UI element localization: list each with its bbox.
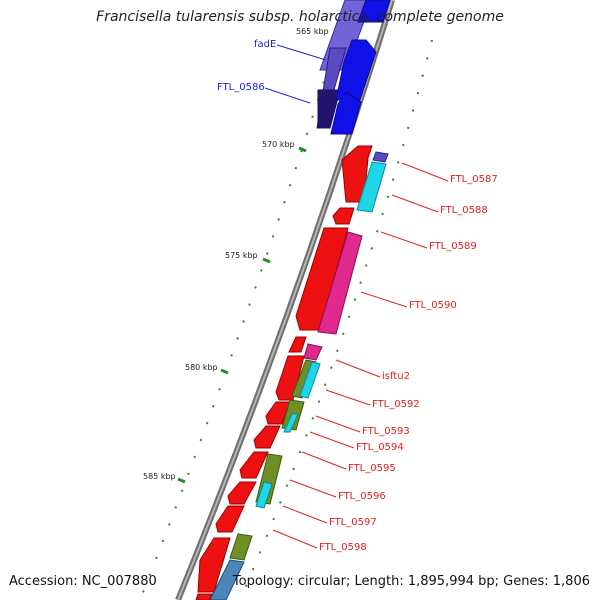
gene-label-isftu2[interactable]: isftu2 [382,371,410,382]
gene-label-ftl0588[interactable]: FTL_0588 [440,205,488,216]
gene-label-ftl0598[interactable]: FTL_0598 [319,542,367,553]
kbp-tick-570 [298,146,307,153]
gene-label-ftl0594[interactable]: FTL_0594 [356,442,404,453]
gene-red-0593[interactable] [265,401,291,425]
kbp-tick-585 [177,477,186,484]
gene-olive-0598[interactable] [229,533,253,561]
leader-lines-forward [264,44,327,104]
gene-magenta-isftu2[interactable] [303,343,323,361]
gene-red-0589[interactable] [332,207,355,225]
gene-steel-bottom[interactable] [209,559,245,600]
kbp-tick-575 [262,257,271,264]
gene-label-ftl0593[interactable]: FTL_0593 [362,426,410,437]
gene-label-ftl0586[interactable]: FTL_0586 [217,82,265,93]
gene-red-0596[interactable] [227,481,257,505]
kbp-label-585: 585 kbp [143,472,176,481]
kbp-label-565: 565 kbp [296,27,329,36]
gene-magenta-0590[interactable] [317,231,363,335]
gene-olive-0593[interactable] [281,399,305,433]
gene-label-ftl0595[interactable]: FTL_0595 [348,463,396,474]
gene-label-ftl0590[interactable]: FTL_0590 [409,300,457,311]
gene-red-isftu2[interactable] [275,355,305,401]
gene-label-fadE[interactable]: fadE [254,39,276,50]
topology-text: Topology: circular; Length: 1,895,994 bp… [232,574,590,589]
gene-label-ftl0589[interactable]: FTL_0589 [429,241,477,252]
gene-label-ftl0596[interactable]: FTL_0596 [338,491,386,502]
gene-red-0590[interactable] [295,227,349,331]
gene-cyan-0588[interactable] [356,161,387,213]
gene-label-ftl0587[interactable]: FTL_0587 [450,174,498,185]
kbp-label-575: 575 kbp [225,251,258,260]
map-title: Francisella tularensis subsp. holarctica… [96,9,504,25]
gene-purple-0587[interactable] [372,151,389,163]
gene-label-ftl0597[interactable]: FTL_0597 [329,517,377,528]
gene-red-0594[interactable] [253,425,281,449]
gene-block-blue-top[interactable] [316,0,391,135]
gene-red-bottom[interactable] [195,593,213,600]
gene-olive-0592[interactable] [291,359,321,399]
kbp-label-580: 580 kbp [185,363,218,372]
leader-lines-reverse [272,162,449,549]
accession-text: Accession: NC_007880 [9,574,157,589]
kbp-label-570: 570 kbp [262,140,295,149]
kbp-tick-580 [220,368,229,375]
gene-label-ftl0592[interactable]: FTL_0592 [372,399,420,410]
gene-red-0595[interactable] [239,451,269,479]
gene-red-0597[interactable] [215,505,245,533]
gene-red-0598[interactable] [197,537,231,593]
gene-olive-0596[interactable] [255,453,283,509]
gene-red-small-1[interactable] [288,336,307,353]
